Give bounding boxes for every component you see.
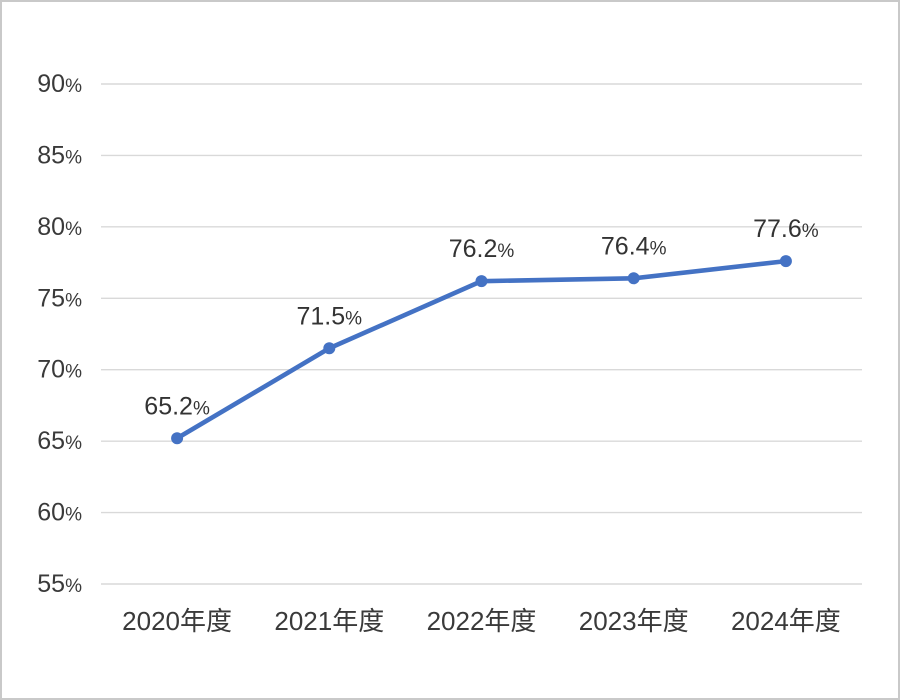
x-tick-label: 2024年度 [731,606,841,636]
data-labels: 65.2% 71.5% 76.2% 76.4% 77.6% [144,215,818,420]
y-tick-label: 90% [37,70,82,98]
x-axis-tick-labels: 2020年度 2021年度 2022年度 2023年度 2024年度 [122,606,841,636]
x-tick-label: 2022年度 [427,606,537,636]
y-tick-label: 55% [37,570,82,598]
x-tick-label: 2020年度 [122,606,232,636]
data-label: 76.2% [449,235,515,263]
y-tick-label: 65% [37,427,82,455]
y-tick-label: 85% [37,141,82,169]
y-tick-label: 75% [37,284,82,312]
data-label: 76.4% [601,232,667,260]
trend-line [174,258,789,441]
y-axis-tick-labels: 90% 85% 80% 75% 70% 65% 60% 55% [37,70,82,598]
data-point-marker [323,342,336,355]
y-tick-label: 60% [37,499,82,527]
x-tick-label: 2023年度 [579,606,689,636]
data-point-marker [779,255,792,268]
data-point-marker [627,272,640,285]
data-label: 65.2% [144,392,210,420]
data-point-marker [171,432,184,445]
y-tick-label: 70% [37,356,82,384]
y-tick-label: 80% [37,213,82,241]
x-tick-label: 2021年度 [274,606,384,636]
data-label: 77.6% [753,215,819,243]
data-points [171,255,792,445]
data-point-marker [475,275,488,288]
data-label: 71.5% [297,302,363,330]
gridlines [101,83,862,585]
